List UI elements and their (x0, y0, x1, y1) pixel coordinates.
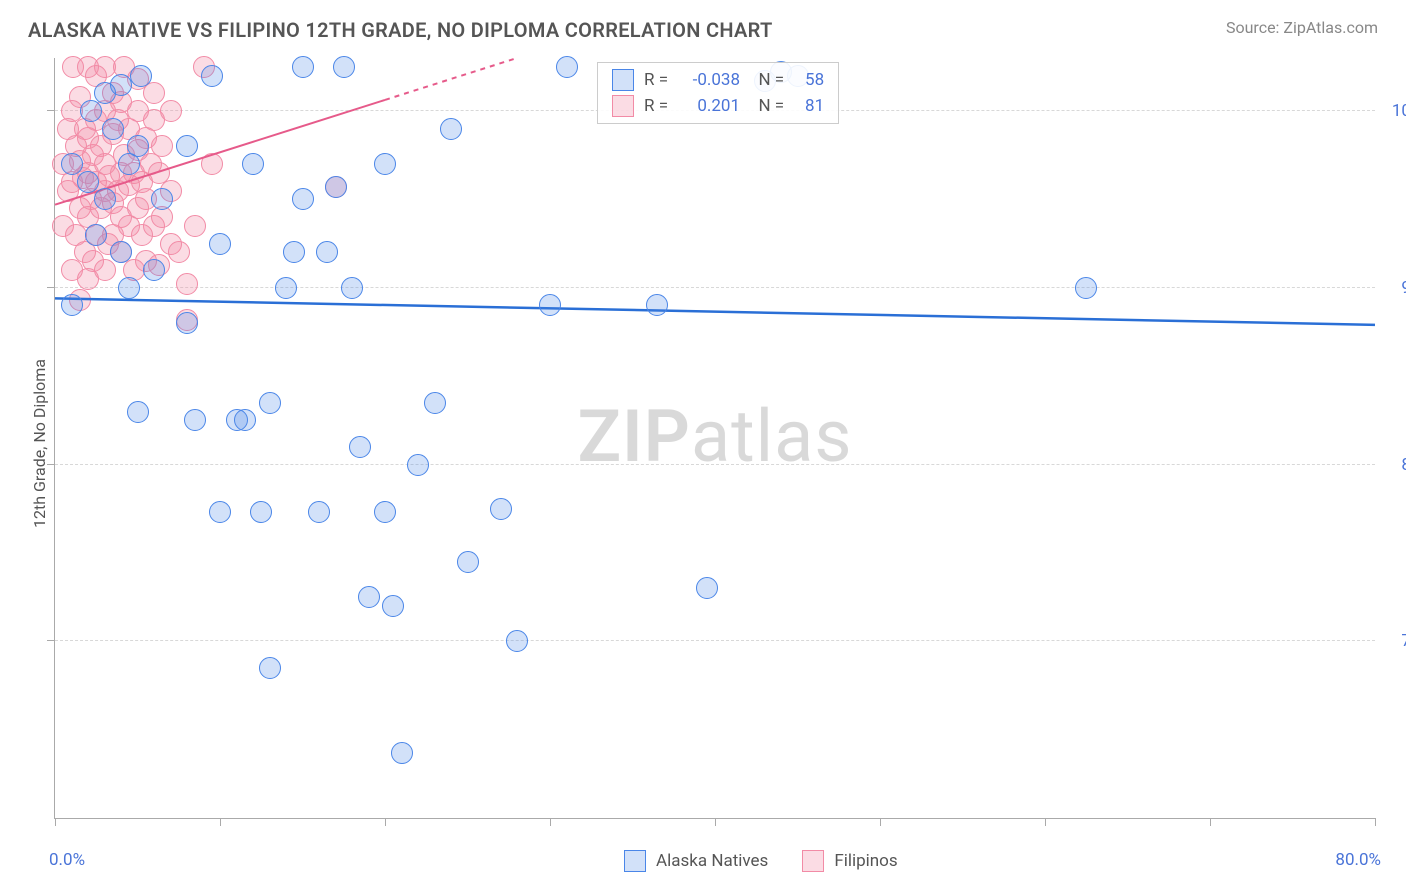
scatter-point (374, 153, 396, 175)
scatter-point (151, 188, 173, 210)
legend-series-label: Filipinos (834, 851, 897, 871)
scatter-point (275, 277, 297, 299)
legend-row: R = 0.201 N = 81 (612, 95, 824, 117)
scatter-point (110, 74, 132, 96)
scatter-point (292, 188, 314, 210)
legend-r-label: R = (644, 70, 668, 90)
scatter-point (250, 501, 272, 523)
scatter-point (85, 224, 107, 246)
x-tick (1375, 818, 1376, 826)
scatter-point (646, 294, 668, 316)
scatter-point (374, 501, 396, 523)
scatter-point (184, 409, 206, 431)
y-axis-label: 12th Grade, No Diploma (30, 359, 49, 528)
y-tick-label: 100.0% (1392, 101, 1406, 121)
legend-n-value: 58 (794, 70, 824, 90)
scatter-point (407, 454, 429, 476)
scatter-point (209, 501, 231, 523)
scatter-point (391, 742, 413, 764)
scatter-point (325, 176, 347, 198)
scatter-point (358, 586, 380, 608)
x-tick (715, 818, 716, 826)
legend-n-label: N = (750, 96, 784, 116)
x-tick (880, 818, 881, 826)
scatter-point (127, 401, 149, 423)
scatter-point (259, 392, 281, 414)
scatter-point (1075, 277, 1097, 299)
scatter-point (292, 56, 314, 78)
y-tick-label: 70.0% (1401, 631, 1406, 651)
y-tick (47, 640, 55, 641)
x-tick-label-first: 0.0% (49, 850, 85, 870)
scatter-point (130, 65, 152, 87)
trendline-solid (55, 298, 1375, 325)
plot-area: ZIPatlas 0.0%80.0%70.0%80.0%90.0%100.0% (54, 58, 1375, 819)
legend-n-label: N = (750, 70, 784, 90)
legend-n-value: 81 (794, 96, 824, 116)
scatter-point (556, 56, 578, 78)
scatter-point (424, 392, 446, 414)
legend-row: R = -0.038 N = 58 (612, 69, 824, 91)
y-tick (47, 110, 55, 111)
correlation-legend: R = -0.038 N = 58R = 0.201 N = 81 (597, 62, 839, 124)
scatter-point (457, 551, 479, 573)
trendline-dashed (385, 58, 517, 100)
scatter-point (696, 577, 718, 599)
scatter-point (234, 409, 256, 431)
scatter-point (333, 56, 355, 78)
scatter-point (61, 294, 83, 316)
scatter-point (308, 501, 330, 523)
x-tick (55, 818, 56, 826)
legend-r-label: R = (644, 96, 668, 116)
y-tick-label: 90.0% (1401, 278, 1406, 298)
scatter-point (506, 630, 528, 652)
scatter-point (61, 153, 83, 175)
legend-swatch (612, 95, 634, 117)
scatter-point (176, 135, 198, 157)
scatter-point (176, 312, 198, 334)
scatter-point (349, 436, 371, 458)
scatter-point (242, 153, 264, 175)
legend-r-value: -0.038 (678, 70, 740, 90)
chart-title: ALASKA NATIVE VS FILIPINO 12TH GRADE, NO… (28, 18, 773, 42)
scatter-point (341, 277, 363, 299)
x-tick (1210, 818, 1211, 826)
legend-swatch (624, 850, 646, 872)
y-tick (47, 287, 55, 288)
scatter-point (440, 118, 462, 140)
scatter-point (382, 595, 404, 617)
legend-r-value: 0.201 (678, 96, 740, 116)
x-tick (385, 818, 386, 826)
scatter-point (316, 241, 338, 263)
scatter-point (110, 241, 132, 263)
legend-series-label: Alaska Natives (656, 851, 768, 871)
legend-swatch (802, 850, 824, 872)
scatter-point (102, 118, 124, 140)
source-label: Source: ZipAtlas.com (1226, 18, 1378, 37)
x-tick (1045, 818, 1046, 826)
x-tick (550, 818, 551, 826)
scatter-point (539, 294, 561, 316)
y-tick-label: 80.0% (1401, 455, 1406, 475)
scatter-point (127, 135, 149, 157)
scatter-point (94, 188, 116, 210)
scatter-point (77, 171, 99, 193)
scatter-point (259, 657, 281, 679)
legend-swatch (612, 69, 634, 91)
x-tick (220, 818, 221, 826)
x-tick-label-last: 80.0% (1335, 850, 1381, 870)
scatter-point (283, 241, 305, 263)
scatter-point (209, 233, 231, 255)
scatter-point (118, 277, 140, 299)
series-legend: Alaska Natives Filipinos (610, 844, 936, 878)
scatter-point (143, 259, 165, 281)
scatter-point (490, 498, 512, 520)
scatter-point (201, 65, 223, 87)
